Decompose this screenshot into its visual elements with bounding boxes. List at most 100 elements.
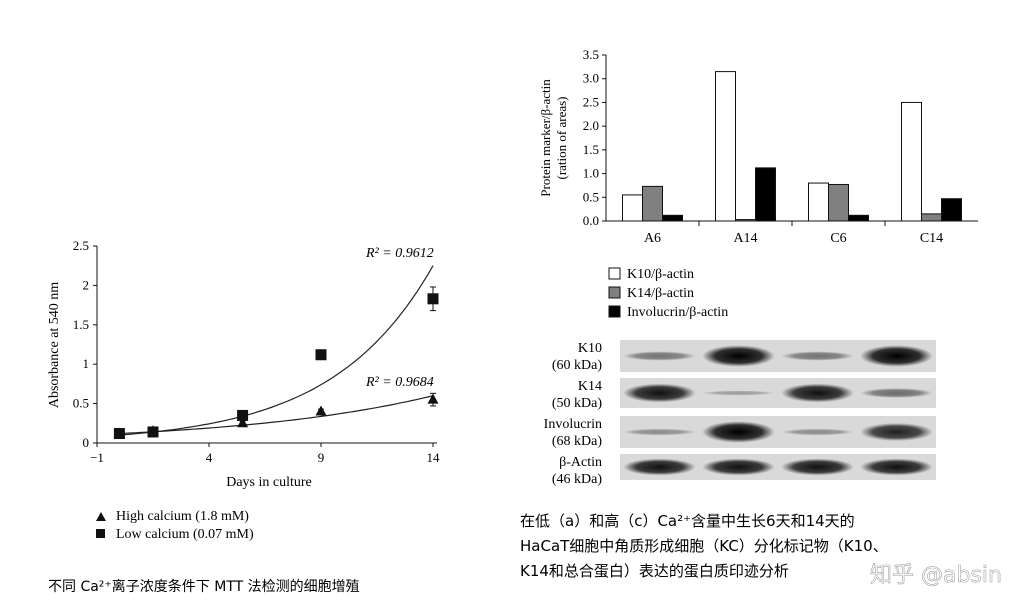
blot-band xyxy=(781,351,854,361)
bar-chart-categories: A6 A14 C6 C14 xyxy=(644,221,943,246)
bar-a6-2 xyxy=(662,214,683,222)
growth-chart-y-ticks: 0 0.5 1 1.5 2 2.5 xyxy=(73,238,97,450)
legend-label: Involucrin/β-actin xyxy=(627,305,728,320)
point-high-calcium xyxy=(427,393,439,404)
y-tick-label: 0 xyxy=(83,435,90,450)
x-tick-label: 14 xyxy=(427,450,441,465)
bar-c14-0 xyxy=(901,101,922,222)
growth-chart-y-label: Absorbance at 540 nm xyxy=(47,282,62,408)
blot-band xyxy=(781,458,854,476)
bar-category-label: C6 xyxy=(830,231,846,246)
fit-label-low: R² = 0.9612 xyxy=(365,246,434,261)
bar-chart-y-label-line2: (ration of areas) xyxy=(554,96,569,179)
bar-c14-1 xyxy=(921,213,942,222)
point-low-calcium xyxy=(237,409,249,421)
blot-row-kda: (60 kDa) xyxy=(552,358,602,373)
legend-swatch xyxy=(608,267,621,280)
blot-row-label: Involucrin xyxy=(544,417,602,432)
y-tick-label: 1.5 xyxy=(73,317,89,332)
bar-chart-y-ticks: 0.0 0.5 1.0 1.5 2.0 2.5 3.0 3.5 xyxy=(583,47,606,228)
blot-row-label: β-Actin xyxy=(559,455,602,470)
blot-caption-line3: K14和总合蛋白）表达的蛋白质印迹分析 xyxy=(520,562,789,580)
bar-y-tick-label: 1.5 xyxy=(583,142,599,157)
bar-chart-y-label-line1: Protein marker/β-actin xyxy=(538,79,553,197)
blot-band xyxy=(702,458,775,476)
blot-row-label: K10 xyxy=(578,341,602,356)
growth-chart-caption: 不同 Ca²⁺离子浓度条件下 MTT 法检测的细胞增殖 xyxy=(48,578,360,595)
blot-band xyxy=(781,383,854,403)
blot-band xyxy=(702,421,775,443)
point-high-calcium xyxy=(315,405,327,416)
bar-y-tick-label: 3.0 xyxy=(583,71,599,86)
blot-row-kda: (68 kDa) xyxy=(552,434,602,449)
protein-bar-chart: 0.0 0.5 1.0 1.5 2.0 2.5 3.0 3.5 A6 A14 C6 C14 Prot… xyxy=(538,47,978,320)
legend-square-icon xyxy=(96,529,105,538)
watermark: 知乎 @absin xyxy=(870,563,1002,588)
blot-caption: 在低（a）和高（c）Ca²⁺含量中生长6天和14天的 HaCaT细胞中角质形成细… xyxy=(520,512,888,580)
blot-band xyxy=(623,458,696,476)
western-blot: K10 (60 kDa) K14 (50 kDa) Involucrin (68 kDa)… xyxy=(544,340,936,487)
y-tick-label: 2.5 xyxy=(73,238,89,253)
point-low-calcium xyxy=(147,426,159,438)
blot-band xyxy=(623,383,696,403)
blot-row-kda: (46 kDa) xyxy=(552,472,602,487)
bar-category-label: A14 xyxy=(733,231,757,246)
growth-chart-axes xyxy=(96,246,437,444)
legend-low-calcium: Low calcium (0.07 mM) xyxy=(116,527,254,542)
growth-chart-points xyxy=(113,286,439,440)
y-tick-label: 0.5 xyxy=(73,396,89,411)
fit-curve-high xyxy=(119,395,434,435)
growth-chart-fit-curves xyxy=(119,265,434,436)
blot-band xyxy=(781,428,854,436)
y-tick-label: 2 xyxy=(83,277,90,292)
growth-chart: 0 0.5 1 1.5 2 2.5 −1 4 9 14 Days in culture Abso… xyxy=(47,238,440,595)
bar-c6-2 xyxy=(848,214,869,222)
legend-swatch xyxy=(608,286,621,299)
bar-chart-legend: K10/β-actin K14/β-actin Involucrin/β-actin xyxy=(608,267,728,320)
bar-c6-0 xyxy=(808,182,829,222)
point-low-calcium xyxy=(427,293,439,305)
bar-a14-1 xyxy=(735,219,756,222)
bar-c14-2 xyxy=(941,198,962,222)
bar-c6-1 xyxy=(828,183,849,222)
growth-chart-x-label: Days in culture xyxy=(226,475,312,490)
point-low-calcium xyxy=(315,349,327,361)
blot-band xyxy=(860,458,933,476)
bar-y-tick-label: 0.0 xyxy=(583,213,599,228)
legend-label: K10/β-actin xyxy=(627,267,694,282)
bar-y-tick-label: 2.0 xyxy=(583,118,599,133)
bar-a14-2 xyxy=(755,167,776,222)
blot-row-label: K14 xyxy=(578,379,602,394)
point-low-calcium xyxy=(113,428,125,440)
x-tick-label: 9 xyxy=(318,450,325,465)
blot-caption-line2: HaCaT细胞中角质形成细胞（KC）分化标记物（K10、 xyxy=(520,537,888,555)
blot-band xyxy=(860,422,933,442)
blot-caption-line1: 在低（a）和高（c）Ca²⁺含量中生长6天和14天的 xyxy=(520,512,855,530)
blot-band xyxy=(860,388,933,398)
bar-a6-1 xyxy=(642,185,663,222)
point-high-calcium xyxy=(237,417,249,428)
fit-curve-low xyxy=(119,265,434,436)
legend-triangle-icon xyxy=(96,512,106,521)
fit-label-high: R² = 0.9684 xyxy=(365,375,434,390)
blot-row-kda: (50 kDa) xyxy=(552,396,602,411)
blot-band xyxy=(702,390,775,396)
x-tick-label: −1 xyxy=(90,450,104,465)
legend-high-calcium: High calcium (1.8 mM) xyxy=(116,509,249,524)
legend-swatch xyxy=(608,305,621,318)
bar-y-tick-label: 1.0 xyxy=(583,166,599,181)
bar-chart-bars xyxy=(622,71,962,222)
bar-a6-0 xyxy=(622,194,643,222)
legend-label: K14/β-actin xyxy=(627,286,694,301)
blot-band xyxy=(623,428,696,436)
x-tick-label: 4 xyxy=(206,450,213,465)
bar-y-tick-label: 3.5 xyxy=(583,47,599,62)
bar-category-label: A6 xyxy=(644,231,661,246)
blot-band xyxy=(623,351,696,361)
bar-a14-0 xyxy=(715,71,736,222)
blot-band xyxy=(860,345,933,367)
bar-y-tick-label: 0.5 xyxy=(583,189,599,204)
y-tick-label: 1 xyxy=(83,356,90,371)
growth-chart-x-ticks: −1 4 9 14 xyxy=(90,443,440,465)
